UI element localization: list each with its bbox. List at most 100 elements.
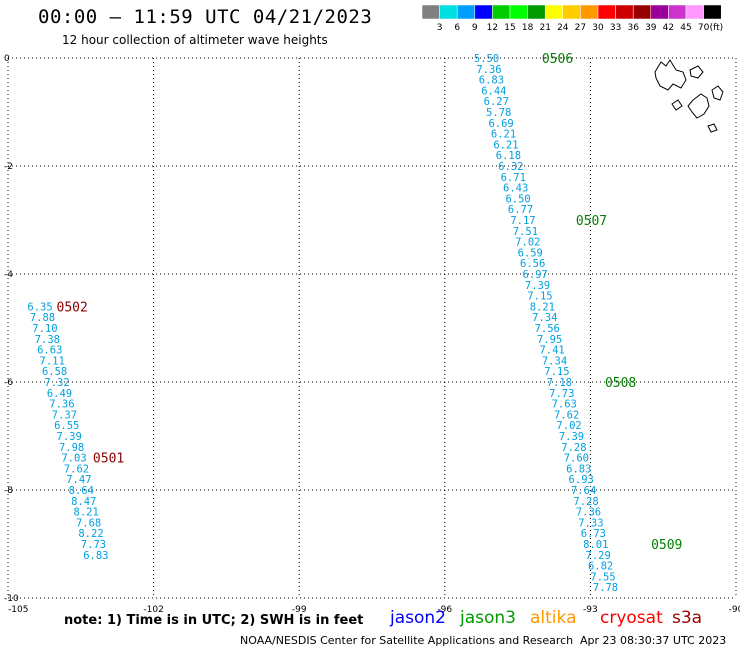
wave-height-label: 7.36	[49, 399, 74, 411]
legend-unit: (ft)	[710, 23, 724, 33]
wave-height-label: 7.73	[549, 388, 574, 400]
y-axis-ticks: 0 -2 -4 -6 -8 -10	[4, 54, 19, 604]
legend-swatch	[597, 4, 616, 20]
wave-height-label: 6.83	[566, 463, 591, 475]
wave-height-label: 7.29	[586, 550, 611, 562]
time-annotation: 0506	[542, 52, 573, 67]
wave-height-label: 6.63	[37, 345, 62, 357]
x-tick-label: -90	[729, 605, 740, 615]
wave-height-label: 8.64	[69, 485, 94, 497]
wave-height-label: 6.69	[488, 118, 513, 130]
wave-height-label: 7.11	[40, 355, 65, 367]
satellite-jason2: jason2	[390, 608, 446, 628]
wave-height-label: 7.68	[76, 517, 101, 529]
units-note: note: 1) Time is in UTC; 2) SWH is in fe…	[64, 613, 364, 628]
wave-height-label: 7.55	[590, 571, 615, 583]
wave-height-label: 7.37	[52, 409, 77, 421]
legend-label: 42	[663, 23, 674, 33]
wave-height-label: 7.39	[57, 431, 82, 443]
wave-height-label: 7.15	[527, 291, 552, 303]
wave-height-label: 6.27	[484, 96, 509, 108]
legend-swatch	[509, 4, 528, 20]
y-tick-label: -6	[4, 378, 13, 388]
wave-height-label: 6.18	[496, 150, 521, 162]
galapagos-coastline	[654, 59, 724, 133]
legend-swatch	[456, 4, 476, 20]
footer-timestamp: Apr 23 08:30:37 UTC 2023	[580, 634, 727, 647]
wave-height-label: 7.64	[571, 485, 596, 497]
legend-label: 15	[504, 23, 515, 33]
wave-height-label: 7.41	[539, 345, 564, 357]
wave-height-label: 8.21	[74, 507, 99, 519]
color-legend: 3 6 9 12 15 18 21 24 27 30 33 36 39 42 45 70 (ft)	[421, 4, 724, 33]
legend-label: 24	[557, 23, 569, 33]
legend-label: 70	[698, 23, 710, 33]
legend-label: 30	[592, 23, 604, 33]
legend-swatch	[703, 4, 722, 20]
time-annotation: 0502	[57, 300, 88, 315]
legend-swatch	[562, 4, 581, 20]
time-annotation: 0501	[93, 452, 124, 467]
wave-height-label: 7.56	[535, 323, 560, 335]
wave-height-label: 7.02	[556, 420, 581, 432]
wave-height-points: 5.507.366.836.446.275.786.696.216.216.18…	[27, 53, 618, 594]
wave-height-label: 7.02	[515, 237, 540, 249]
wave-height-label: 7.51	[513, 226, 538, 238]
y-tick-label: -8	[4, 486, 13, 496]
wave-height-label: 7.39	[525, 280, 550, 292]
legend-swatch	[668, 4, 687, 20]
wave-height-label: 6.83	[479, 75, 504, 87]
wave-height-label: 6.58	[42, 366, 67, 378]
legend-label: 21	[539, 23, 550, 33]
y-tick-label: -2	[4, 162, 13, 172]
time-annotation: 0507	[576, 214, 607, 229]
time-annotation: 0508	[605, 376, 636, 391]
wave-height-label: 7.38	[35, 334, 60, 346]
wave-height-label: 6.21	[491, 129, 516, 141]
satellite-s3a: s3a	[672, 608, 703, 628]
wave-height-label: 7.36	[576, 507, 601, 519]
wave-height-label: 7.98	[59, 442, 84, 454]
wave-height-label: 7.78	[593, 582, 618, 594]
wave-height-label: 6.44	[481, 85, 506, 97]
wave-height-label: 6.82	[588, 561, 613, 573]
wave-height-label: 7.73	[81, 539, 106, 551]
time-annotations: 0506 0507 0508 0509 0502 0501	[57, 52, 683, 553]
wave-height-label: 7.03	[61, 453, 86, 465]
grid-lines	[7, 57, 737, 599]
wave-height-label: 8.47	[71, 496, 96, 508]
satellite-jason3: jason3	[460, 608, 516, 628]
legend-swatch	[421, 4, 440, 20]
x-tick-label: -96	[437, 605, 452, 615]
wave-height-label: 7.62	[554, 409, 579, 421]
wave-height-label: 7.32	[44, 377, 69, 389]
wave-height-label: 6.50	[505, 193, 530, 205]
wave-height-label: 7.28	[573, 496, 598, 508]
wave-height-label: 5.78	[486, 107, 511, 119]
legend-label: 6	[454, 23, 460, 33]
x-tick-label: -93	[583, 605, 598, 615]
legend-swatch	[632, 4, 652, 20]
wave-height-label: 6.97	[522, 269, 547, 281]
wave-height-label: 7.33	[578, 517, 603, 529]
wave-height-label: 7.10	[32, 323, 57, 335]
wave-height-label: 7.34	[532, 312, 557, 324]
wave-height-label: 6.71	[501, 172, 526, 184]
y-tick-label: -10	[4, 594, 19, 604]
wave-height-label: 6.73	[581, 528, 606, 540]
wave-height-label: 7.36	[476, 64, 501, 76]
wave-height-label: 7.17	[510, 215, 535, 227]
wave-height-label: 7.88	[30, 312, 55, 324]
wave-height-label: 6.93	[569, 474, 594, 486]
y-tick-label: 0	[4, 54, 10, 64]
legend-swatch	[615, 4, 634, 20]
wave-height-label: 7.28	[561, 442, 586, 454]
legend-label: 39	[645, 23, 657, 33]
wave-height-label: 7.34	[542, 355, 567, 367]
legend-label: 36	[627, 23, 639, 33]
wave-height-label: 6.35	[27, 301, 52, 313]
wave-height-label: 6.32	[498, 161, 523, 173]
wave-height-label: 7.60	[564, 453, 589, 465]
legend-swatch	[492, 4, 511, 20]
